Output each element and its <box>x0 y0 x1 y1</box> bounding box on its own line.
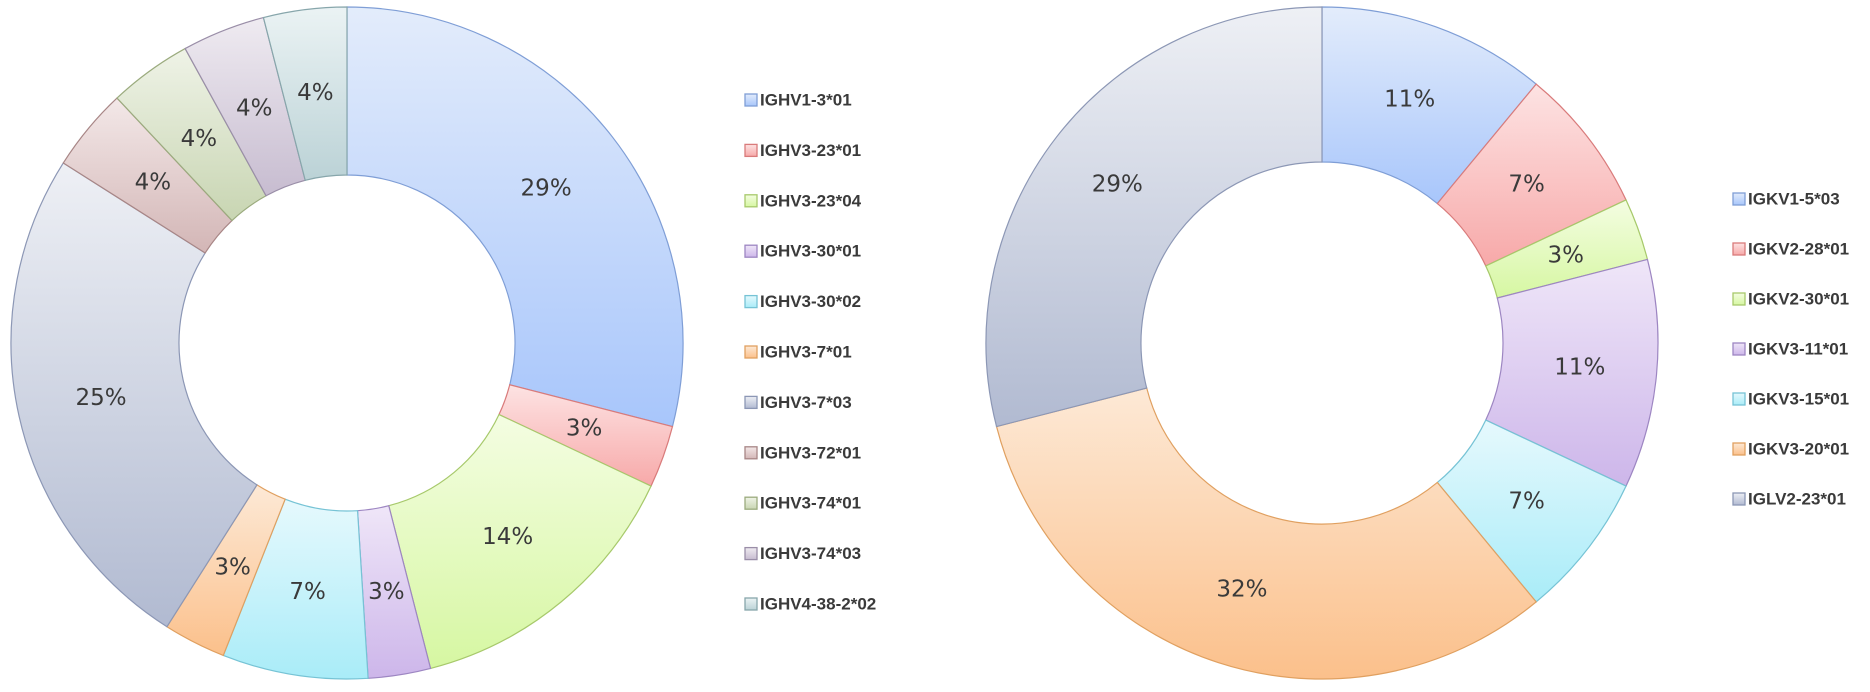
legend-swatch <box>1732 242 1746 256</box>
legend-item-ighv3-30-01: IGHV3-30*01 <box>744 242 861 261</box>
legend-heavy-chain: IGHV1-3*01 IGHV3-23*01 IGHV3-23*04 IGHV3-30… <box>744 91 876 614</box>
legend-item-ighv3-30-02: IGHV3-30*02 <box>744 292 861 311</box>
slice-igkv3-20-01 <box>995 387 1538 680</box>
slice-label-igkv2-28-01: 7% <box>1508 171 1545 197</box>
legend-item-ighv3-7-03: IGHV3-7*03 <box>744 393 852 412</box>
legend-swatch <box>1732 342 1746 356</box>
legend-swatch <box>744 143 758 158</box>
legend-swatch <box>744 294 758 309</box>
legend-item-igkv2-28-01: IGKV2-28*01 <box>1732 240 1849 259</box>
slice-label-ighv3-72-01: 4% <box>135 169 172 195</box>
legend-item-ighv3-23-04: IGHV3-23*04 <box>744 191 862 210</box>
slice-ighv1-3-01 <box>346 6 684 428</box>
legend-swatch <box>744 496 758 510</box>
legend-swatch <box>744 194 758 208</box>
legend-swatch <box>1732 192 1746 206</box>
slice-ighv4-38-2-02 <box>262 6 348 182</box>
legend-label: IGHV3-74*03 <box>760 544 861 563</box>
slice-label-ighv4-38-2-02: 4% <box>297 80 334 106</box>
legend-item-ighv1-3-01: IGHV1-3*01 <box>744 91 852 110</box>
legend-item-ighv3-72-01: IGHV3-72*01 <box>744 443 861 462</box>
legend-item-ighv3-74-03: IGHV3-74*03 <box>744 544 861 563</box>
legend-swatch <box>1732 492 1746 506</box>
legend-item-igkv3-15-01: IGKV3-15*01 <box>1732 390 1849 409</box>
slice-label-ighv3-23-04: 14% <box>482 524 533 550</box>
slice-label-ighv3-74-01: 4% <box>181 126 218 152</box>
legend-item-igkv1-5-03: IGKV1-5*03 <box>1732 190 1840 209</box>
legend-label: IGHV3-72*01 <box>760 443 861 462</box>
legend-label: IGKV2-28*01 <box>1748 240 1849 259</box>
slice-label-ighv3-30-02: 7% <box>289 579 326 605</box>
slice-iglv2-23-01 <box>985 6 1323 428</box>
legend-swatch <box>744 597 758 611</box>
legend-label: IGHV4-38-2*02 <box>760 595 876 614</box>
slice-label-ighv1-3-01: 29% <box>521 176 572 202</box>
legend-item-iglv2-23-01: IGLV2-23*01 <box>1732 490 1846 509</box>
slice-label-igkv3-15-01: 7% <box>1508 489 1545 515</box>
slice-label-igkv3-20-01: 32% <box>1216 576 1267 602</box>
legend-label: IGHV3-74*01 <box>760 494 861 513</box>
legend-swatch <box>744 395 758 410</box>
legend-label: IGLV2-23*01 <box>1748 490 1846 509</box>
legend-label: IGKV3-15*01 <box>1748 390 1849 409</box>
slice-label-ighv3-23-01: 3% <box>566 415 603 441</box>
legend-label: IGKV3-20*01 <box>1748 440 1849 459</box>
legend-item-ighv3-74-01: IGHV3-74*01 <box>744 494 861 513</box>
legend-swatch <box>1732 442 1746 456</box>
legend-swatch <box>1732 392 1746 406</box>
legend-swatch <box>744 93 758 107</box>
slice-label-ighv3-30-01: 3% <box>368 579 405 605</box>
legend-swatch <box>744 244 758 258</box>
legend-label: IGHV1-3*01 <box>760 91 852 110</box>
legend-item-ighv3-23-01: IGHV3-23*01 <box>744 141 861 160</box>
legend-item-ighv3-7-01: IGHV3-7*01 <box>744 343 852 362</box>
legend-label: IGHV3-23*01 <box>760 141 861 160</box>
legend-swatch <box>744 546 758 561</box>
legend-item-igkv2-30-01: IGKV2-30*01 <box>1732 290 1849 309</box>
slice-ighv3-23-04 <box>388 413 652 670</box>
legend-swatch <box>744 345 758 359</box>
legend-swatch <box>1732 292 1746 306</box>
donut-chart-heavy-chain: 29% 3% 14% 3% 7% 3% 25% 4% 4% 4% 4% <box>10 6 684 680</box>
legend-label: IGKV2-30*01 <box>1748 290 1849 309</box>
legend-item-ighv4-38-2-02: IGHV4-38-2*02 <box>744 595 876 614</box>
legend-item-igkv3-11-01: IGKV3-11*01 <box>1732 340 1848 359</box>
legend-swatch <box>744 446 758 460</box>
legend-label: IGHV3-7*01 <box>760 343 852 362</box>
legend-label: IGKV1-5*03 <box>1748 190 1840 209</box>
legend-label: IGHV3-30*02 <box>760 292 861 311</box>
legend-label: IGHV3-23*04 <box>760 191 862 210</box>
donut-chart-light-chain: 11% 7% 3% 11% 7% 32% 29% <box>985 6 1659 680</box>
slice-label-ighv3-7-03: 25% <box>76 385 127 411</box>
slice-label-igkv3-11-01: 11% <box>1554 354 1605 380</box>
legend-label: IGHV3-7*03 <box>760 393 852 412</box>
legend-label: IGHV3-30*01 <box>760 242 861 261</box>
slice-label-ighv3-7-01: 3% <box>214 555 251 581</box>
slice-label-iglv2-23-01: 29% <box>1092 171 1143 197</box>
slice-label-igkv2-30-01: 3% <box>1547 242 1584 268</box>
legend-light-chain: IGKV1-5*03 IGKV2-28*01 IGKV2-30*01 IGKV3-11… <box>1732 190 1849 509</box>
legend-item-igkv3-20-01: IGKV3-20*01 <box>1732 440 1849 459</box>
legend-label: IGKV3-11*01 <box>1748 340 1848 359</box>
slice-ighv3-7-03 <box>10 162 258 628</box>
slice-label-ighv3-74-03: 4% <box>236 96 273 122</box>
slice-label-igkv1-5-03: 11% <box>1384 86 1435 112</box>
